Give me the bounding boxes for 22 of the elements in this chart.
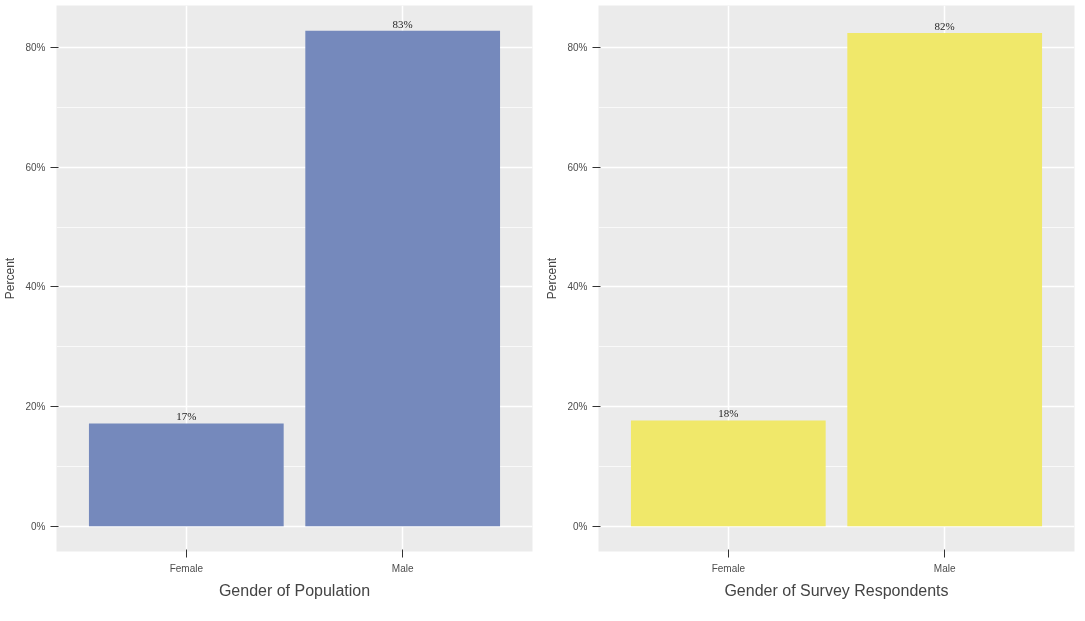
data-label: 83% [392,17,413,30]
y-axis-title: Percent [545,257,560,300]
y-tick-label: 0% [31,520,46,532]
y-tick-label: 40% [567,281,588,293]
x-axis-title: Gender of Survey Respondents [724,581,949,599]
y-tick-label: 60% [567,161,588,173]
data-label: 18% [718,407,739,420]
y-tick-label: 20% [567,401,588,413]
x-axis-title: Gender of Population [218,581,371,599]
y-tick-label: 60% [25,161,46,173]
x-tick-label: Female [169,562,204,574]
x-tick-label: Male [391,562,414,574]
data-label: 17% [176,410,197,423]
y-tick-label: 20% [25,401,46,413]
data-label: 82% [934,20,955,33]
x-tick-label: Male [933,562,956,574]
y-axis-title: Percent [3,257,18,300]
y-tick-label: 80% [25,41,46,53]
y-tick-label: 80% [567,41,588,53]
y-tick-label: 0% [573,520,588,532]
y-tick-label: 40% [25,281,46,293]
x-tick-label: Female [711,562,746,574]
